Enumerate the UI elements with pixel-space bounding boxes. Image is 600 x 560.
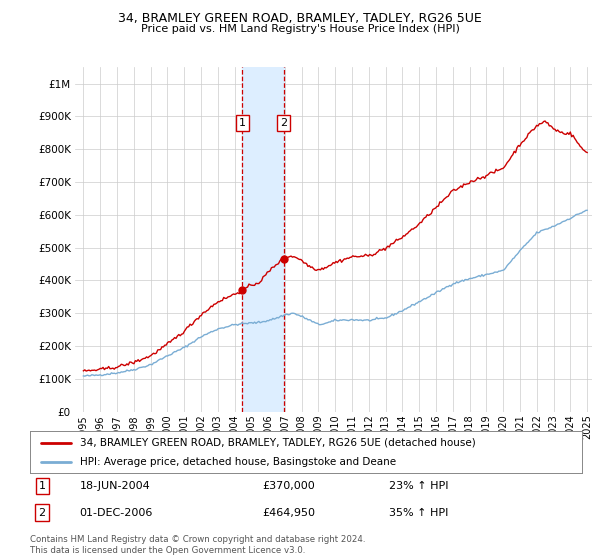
Text: 34, BRAMLEY GREEN ROAD, BRAMLEY, TADLEY, RG26 5UE (detached house): 34, BRAMLEY GREEN ROAD, BRAMLEY, TADLEY,…: [80, 437, 475, 447]
Text: 2: 2: [38, 507, 46, 517]
Bar: [242, 67, 284, 412]
Text: 23% ↑ HPI: 23% ↑ HPI: [389, 481, 448, 491]
Text: 35% ↑ HPI: 35% ↑ HPI: [389, 507, 448, 517]
Text: Contains HM Land Registry data © Crown copyright and database right 2024.
This d: Contains HM Land Registry data © Crown c…: [30, 535, 365, 555]
Text: 2: 2: [280, 118, 287, 128]
Text: 34, BRAMLEY GREEN ROAD, BRAMLEY, TADLEY, RG26 5UE: 34, BRAMLEY GREEN ROAD, BRAMLEY, TADLEY,…: [118, 12, 482, 25]
Text: 18-JUN-2004: 18-JUN-2004: [80, 481, 151, 491]
Text: Price paid vs. HM Land Registry's House Price Index (HPI): Price paid vs. HM Land Registry's House …: [140, 24, 460, 34]
Text: £464,950: £464,950: [262, 507, 315, 517]
Text: HPI: Average price, detached house, Basingstoke and Deane: HPI: Average price, detached house, Basi…: [80, 457, 396, 467]
Text: 1: 1: [239, 118, 246, 128]
Text: 1: 1: [38, 481, 46, 491]
Text: £370,000: £370,000: [262, 481, 314, 491]
Text: 01-DEC-2006: 01-DEC-2006: [80, 507, 153, 517]
